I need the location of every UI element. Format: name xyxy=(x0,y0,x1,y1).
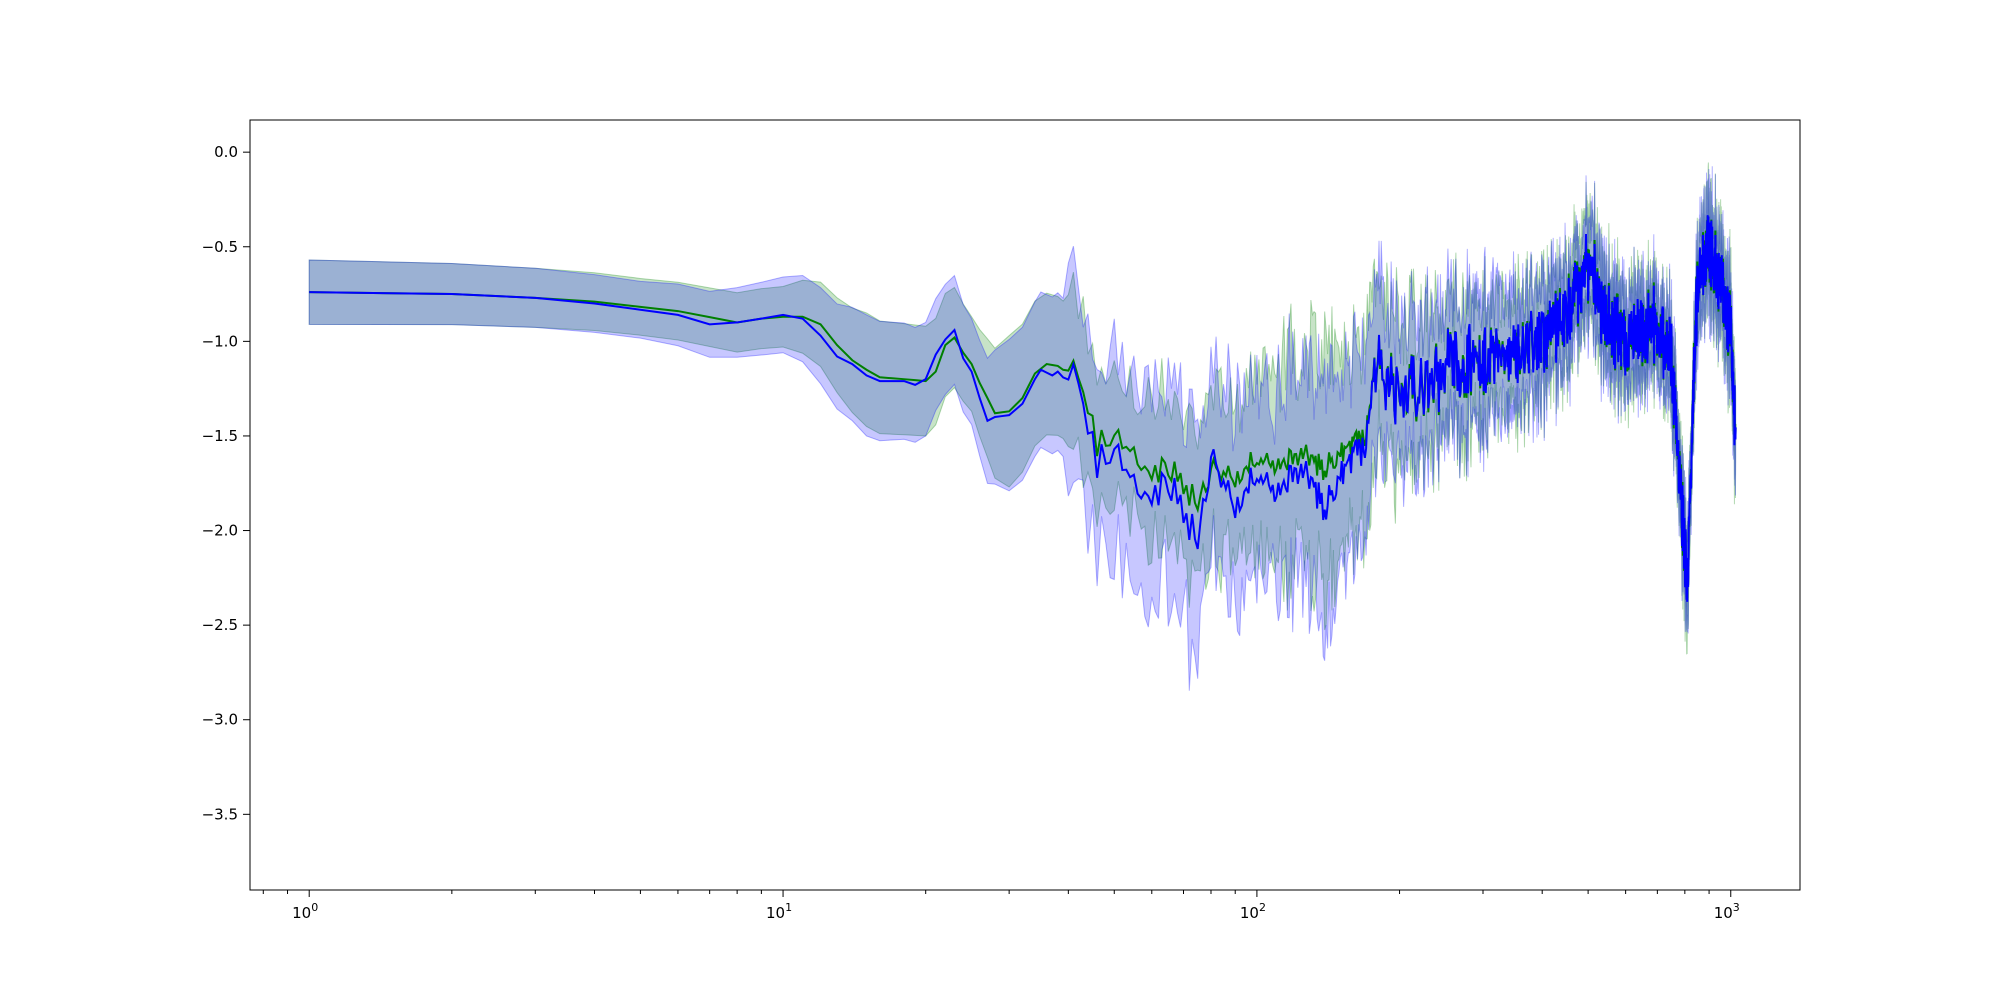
y-axis: 0.0 −0.5 −1.0 −1.5 −2.0 −2.5 −3.0 −3.5 xyxy=(202,143,250,823)
series-band-green xyxy=(308,162,1737,655)
y-tick-label: −2.5 xyxy=(202,616,238,634)
y-tick-label: −1.0 xyxy=(202,332,238,350)
x-tick-label: 102 xyxy=(1240,901,1266,922)
y-tick-label: −3.5 xyxy=(202,805,238,823)
series-lines xyxy=(309,215,1737,602)
x-tick-label: 100 xyxy=(292,901,318,922)
y-tick-label: −1.5 xyxy=(202,427,238,445)
series-line-blue xyxy=(309,215,1737,602)
y-tick-label: −2.0 xyxy=(202,522,238,540)
x-axis: 100 101 102 103 xyxy=(262,890,1740,922)
x-tick-label: 103 xyxy=(1714,901,1740,922)
confidence-bands xyxy=(308,162,1737,691)
y-tick-label: −3.0 xyxy=(202,711,238,729)
series-band-blue xyxy=(308,166,1737,691)
y-tick-label: 0.0 xyxy=(214,143,238,161)
x-tick-label: 101 xyxy=(766,901,792,922)
y-tick-label: −0.5 xyxy=(202,238,238,256)
plot-frame xyxy=(249,119,1801,891)
